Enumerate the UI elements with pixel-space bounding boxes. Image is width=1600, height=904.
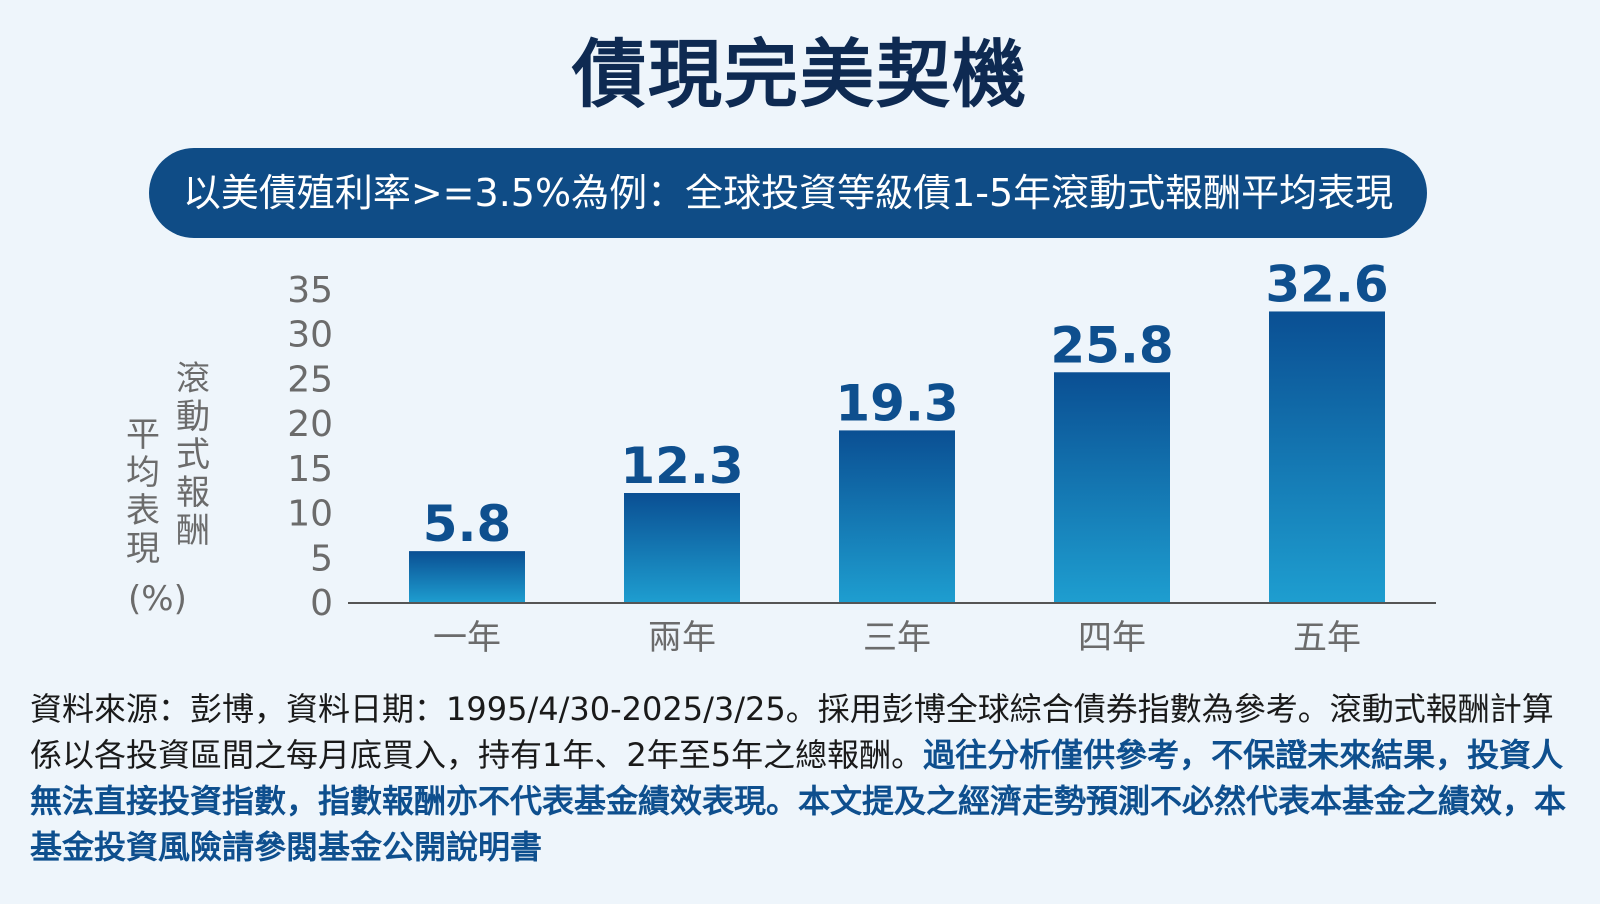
x-axis-ticks: 一年 兩年 三年 四年 五年 — [433, 618, 1361, 658]
footnote-source: 資料來源：彭博，資料日期：1995/4/30-2025/3/25。採用彭博全球綜… — [30, 690, 1554, 774]
y-tick-label: 15 — [287, 449, 333, 490]
bars: 5.8 12.3 19.3 25.8 32.6 — [409, 255, 1389, 603]
bar-value-label: 5.8 — [423, 495, 512, 553]
y-tick-label: 10 — [287, 494, 333, 535]
y-axis-unit: (%) — [128, 579, 187, 619]
subtitle-banner: 以美債殖利率>=3.5%為例：全球投資等級債1-5年滾動式報酬平均表現 — [149, 148, 1427, 238]
footnote: 資料來源：彭博，資料日期：1995/4/30-2025/3/25。採用彭博全球綜… — [30, 686, 1575, 870]
bar-value-label: 19.3 — [835, 374, 958, 432]
bar-1 — [409, 551, 525, 603]
page-title: 債現完美契機 — [572, 32, 1028, 118]
y-tick-label: 5 — [310, 538, 333, 579]
x-tick-label: 一年 — [433, 618, 501, 658]
bar-3 — [839, 430, 955, 603]
bar-value-label: 32.6 — [1265, 255, 1388, 313]
bar-value-label: 25.8 — [1050, 316, 1173, 374]
y-tick-label: 20 — [287, 404, 333, 445]
bar-5 — [1269, 311, 1385, 603]
x-tick-label: 四年 — [1078, 618, 1146, 658]
x-tick-label: 兩年 — [648, 618, 716, 658]
x-tick-label: 三年 — [863, 618, 931, 658]
bar-value-label: 12.3 — [620, 437, 743, 495]
y-tick-label: 25 — [287, 359, 333, 400]
y-axis-label-line-2: 平均表現 — [126, 415, 160, 569]
y-tick-label: 0 — [310, 583, 333, 624]
footnote-disclaimer: 過往分析僅供參考，不保證未來結果，投資人無法直接投資指數，指數報酬亦不代表基金績… — [30, 736, 1567, 866]
bar-4 — [1054, 372, 1170, 603]
y-tick-label: 30 — [287, 315, 333, 356]
y-axis-label-line-1: 滾動式報酬 — [176, 359, 210, 551]
x-tick-label: 五年 — [1293, 618, 1361, 658]
subtitle-text: 以美債殖利率>=3.5%為例：全球投資等級債1-5年滾動式報酬平均表現 — [182, 171, 1394, 215]
bar-2 — [624, 493, 740, 603]
y-tick-label: 35 — [287, 270, 333, 311]
